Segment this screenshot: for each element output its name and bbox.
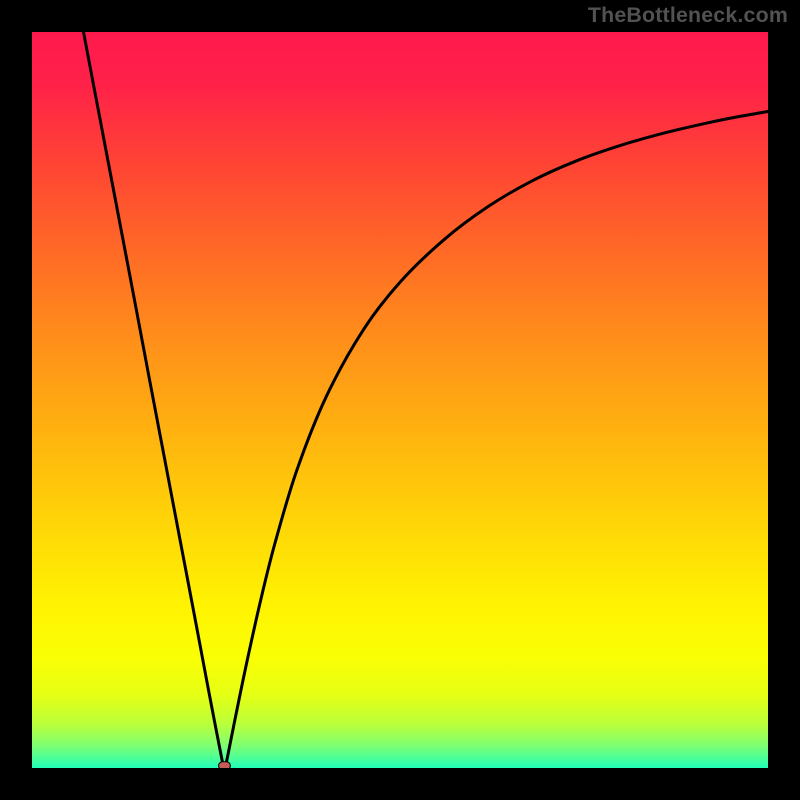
- chart-canvas: [0, 0, 800, 800]
- plot-background: [32, 32, 768, 768]
- chart-svg: [0, 0, 800, 800]
- watermark-label: TheBottleneck.com: [588, 3, 788, 28]
- chart-frame: TheBottleneck.com: [0, 0, 800, 800]
